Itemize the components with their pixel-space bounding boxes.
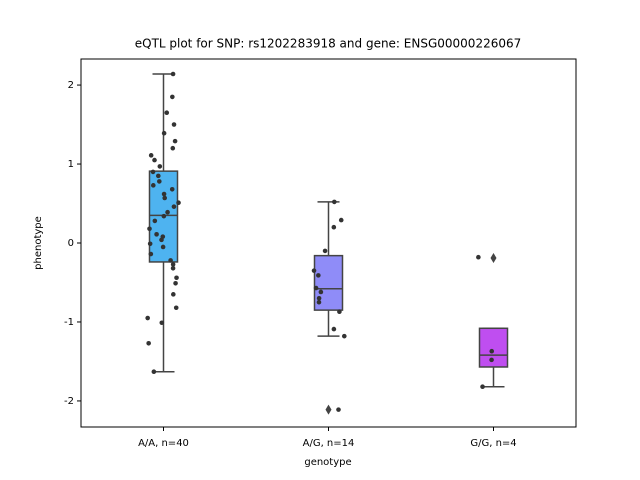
strip-point	[332, 199, 337, 205]
strip-point	[331, 224, 337, 230]
strip-point	[313, 285, 319, 291]
chart-title: eQTL plot for SNP: rs1202283918 and gene…	[135, 37, 522, 51]
strip-point	[322, 248, 328, 254]
strip-point	[164, 110, 170, 115]
strip-point	[160, 244, 166, 250]
strip-point	[169, 187, 175, 192]
y-tick-label: -1	[64, 317, 74, 328]
strip-point	[170, 262, 176, 267]
y-tick-label: 2	[68, 80, 74, 91]
strip-point	[331, 326, 337, 332]
box	[478, 327, 509, 368]
strip-point	[154, 232, 159, 237]
strip-point	[341, 333, 347, 339]
strip-point	[168, 258, 173, 263]
strip-point	[157, 164, 163, 169]
strip-point	[318, 289, 324, 295]
y-tick-label: -2	[64, 396, 74, 407]
x-tick-label: A/A, n=40	[138, 438, 189, 449]
strip-point	[152, 157, 157, 163]
strip-point	[316, 295, 322, 301]
strip-point	[489, 348, 495, 354]
strip-point	[161, 191, 167, 197]
strip-point	[316, 299, 322, 305]
strip-point	[174, 275, 179, 281]
strip-point	[157, 179, 162, 184]
strip-point	[161, 130, 167, 136]
strip-point	[161, 213, 167, 219]
strip-point	[151, 369, 157, 375]
x-axis-label: genotype	[304, 457, 351, 468]
strip-point	[146, 340, 151, 346]
outlier	[490, 253, 497, 264]
strip-point	[311, 268, 317, 273]
strip-point	[173, 305, 179, 311]
strip-point	[171, 292, 176, 297]
strip-point	[147, 226, 152, 232]
strip-point	[170, 94, 175, 100]
strip-point	[159, 320, 165, 326]
strip-point	[162, 195, 167, 201]
y-tick-label: 0	[68, 238, 74, 249]
strip-point	[173, 280, 178, 286]
strip-point	[171, 122, 177, 127]
strip-point	[338, 217, 344, 223]
strip-point	[170, 71, 176, 77]
strip-point	[480, 384, 485, 390]
strip-point	[147, 241, 153, 247]
x-tick-label: G/G, n=4	[470, 438, 516, 449]
strip-point	[337, 309, 342, 315]
strip-point	[316, 273, 321, 278]
x-tick-label: A/G, n=14	[303, 438, 355, 449]
strip-point	[172, 138, 178, 144]
strip-point	[170, 265, 176, 271]
strip-point	[336, 407, 341, 412]
strip-point	[145, 315, 150, 321]
strip-point	[476, 254, 481, 260]
strip-point	[148, 251, 154, 257]
strip-point	[489, 357, 494, 363]
strip-point	[171, 204, 177, 209]
strip-point	[165, 209, 170, 215]
strip-point	[152, 218, 158, 224]
strip-point	[176, 200, 181, 206]
strip-point	[150, 183, 156, 188]
strip-point	[170, 145, 176, 151]
strip-point	[156, 173, 161, 179]
outlier	[325, 404, 332, 415]
plot-frame	[80, 58, 577, 428]
strip-point	[159, 237, 164, 243]
y-tick-label: 1	[68, 159, 74, 170]
strip-point	[148, 153, 154, 158]
strip-point	[150, 169, 156, 175]
y-axis-label: phenotype	[33, 216, 44, 270]
